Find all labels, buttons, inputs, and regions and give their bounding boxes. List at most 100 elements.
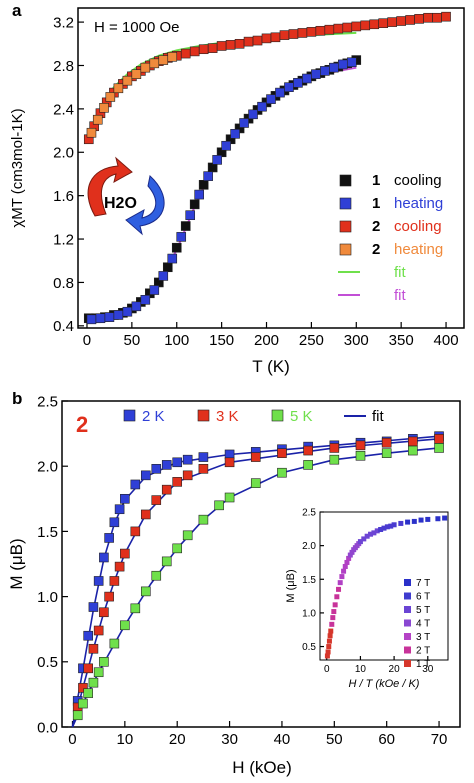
h2o-label: H2O <box>104 195 137 212</box>
inset-data-point <box>342 563 348 569</box>
data-point-series-1 <box>293 78 303 88</box>
panel-b-label: b <box>12 389 22 408</box>
y-tick-label: 3.2 <box>53 15 74 32</box>
y-tick-label: 1.2 <box>53 231 74 248</box>
data-point-series-2 <box>180 48 191 59</box>
data-point-series-1 <box>381 437 392 448</box>
data-point-series-1 <box>203 171 213 181</box>
data-point-series-2 <box>329 454 340 465</box>
data-point-series-3 <box>92 114 103 125</box>
x-tick-label: 70 <box>431 731 448 748</box>
data-point-series-1 <box>434 434 444 444</box>
data-point-series-1 <box>114 561 125 572</box>
data-point-series-0 <box>130 479 141 490</box>
data-point-series-1 <box>109 576 120 586</box>
inset-background <box>319 511 449 661</box>
data-point-series-1 <box>131 301 142 312</box>
y-tick-label: 1.5 <box>302 575 316 586</box>
data-point-series-2 <box>408 445 418 456</box>
data-point-series-2 <box>396 16 406 26</box>
data-point-series-1 <box>140 509 151 520</box>
x-tick-label: 350 <box>389 332 414 349</box>
data-point-series-1 <box>266 94 276 104</box>
legend-b-marker-1 <box>197 409 210 422</box>
data-point-series-2 <box>120 620 130 631</box>
data-point-series-2 <box>306 27 317 37</box>
legend-a-number-3: 2 <box>372 241 380 258</box>
x-tick-label: 20 <box>389 664 401 675</box>
x-tick-label: 60 <box>378 731 395 748</box>
x-tick-label: 50 <box>326 731 343 748</box>
data-point-series-2 <box>277 467 287 478</box>
inset-data-point <box>361 536 367 542</box>
inset-data-point <box>336 586 342 592</box>
legend-a-marker-2 <box>339 220 352 233</box>
y-tick-label: 1.0 <box>302 609 316 620</box>
data-point-series-1 <box>95 313 106 324</box>
data-point-series-1 <box>303 445 313 456</box>
legend-b-marker-2 <box>271 409 284 422</box>
data-point-series-2 <box>207 43 218 53</box>
legend-a-number-1: 1 <box>372 195 380 212</box>
data-point-series-2 <box>315 25 326 36</box>
inset-data-point <box>327 633 333 639</box>
legend-b-text-0: 2 K <box>142 408 165 425</box>
data-point-series-1 <box>167 253 178 264</box>
inset-data-point <box>341 568 347 574</box>
data-point-series-3 <box>105 92 116 102</box>
legend-a-marker-1 <box>339 197 352 210</box>
panel-b-ticks: 0 10 20 30 40 50 60 700.00.51.01.52.02.5 <box>37 393 447 748</box>
data-point-series-3 <box>149 58 160 69</box>
data-point-series-0 <box>120 493 130 504</box>
data-point-series-0 <box>104 533 114 543</box>
panel-a-xlabel: T (K) <box>252 357 289 376</box>
panel-a-annotation: H = 1000 Oe <box>94 19 179 36</box>
legend-a-text-2: cooling <box>394 218 442 235</box>
y-tick-label: 2.0 <box>37 459 58 476</box>
inset-data-point <box>325 649 331 655</box>
data-point-series-1 <box>113 310 124 320</box>
inset-data-point <box>344 559 350 565</box>
data-point-series-1 <box>239 118 249 128</box>
data-point-series-2 <box>303 460 313 470</box>
x-tick-label: 10 <box>355 664 367 675</box>
data-point-series-0 <box>162 262 173 273</box>
h2o-red-arrow-icon <box>87 156 133 217</box>
data-point-series-1 <box>130 526 141 537</box>
panel-a-marks <box>83 11 451 325</box>
data-point-series-1 <box>172 477 183 487</box>
legend-a-text-4: fit <box>394 264 407 281</box>
x-tick-label: 30 <box>422 664 434 675</box>
inset-marks <box>324 515 448 659</box>
data-point-series-2 <box>72 710 83 721</box>
data-point-series-3 <box>86 127 97 138</box>
data-point-series-1 <box>212 155 222 165</box>
inset-legend: 7 T 6 T 5 T 4 T 3 T 2 T 1 T <box>404 578 430 670</box>
inset-data-point <box>435 516 441 522</box>
data-point-series-2 <box>333 23 344 34</box>
y-tick-label: 0.5 <box>37 654 58 671</box>
data-point-series-2 <box>140 586 151 597</box>
h2o-blue-arrow-icon <box>125 175 165 236</box>
y-tick-label: 0.8 <box>53 275 74 292</box>
data-point-series-0 <box>182 454 193 465</box>
data-point-series-1 <box>149 285 160 295</box>
data-point-series-0 <box>161 460 172 470</box>
data-point-series-2 <box>78 698 88 709</box>
data-point-series-1 <box>230 129 240 139</box>
data-point-series-2 <box>198 44 209 55</box>
legend-a-text-0: cooling <box>394 172 442 189</box>
panel-a-label: a <box>12 1 22 20</box>
y-tick-label: 1.6 <box>53 188 74 205</box>
inset-data-point <box>346 555 352 561</box>
data-point-series-1 <box>250 452 261 462</box>
data-point-series-1 <box>120 548 130 559</box>
data-point-series-1 <box>277 448 287 458</box>
y-tick-label: 2.0 <box>302 541 316 552</box>
legend-a-text-3: heating <box>394 241 443 258</box>
data-point-series-1 <box>104 591 114 602</box>
x-tick-label: 200 <box>254 332 279 349</box>
data-point-series-1 <box>86 314 97 325</box>
data-point-series-2 <box>369 19 380 30</box>
x-tick-label: 0 <box>83 332 91 349</box>
